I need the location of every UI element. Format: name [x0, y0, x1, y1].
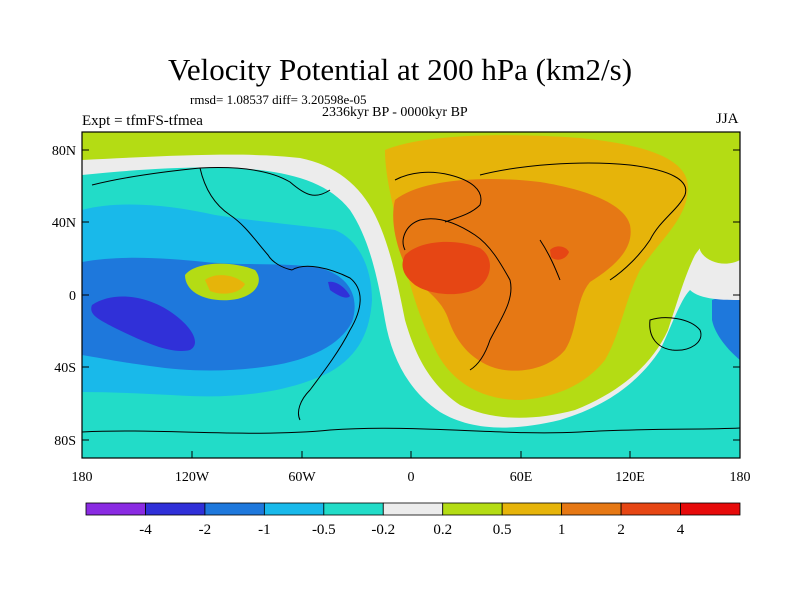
colorbar-label: -2 [199, 522, 212, 538]
colorbar-label: 2 [617, 522, 625, 538]
colorbar-label: 1 [558, 522, 566, 538]
colorbar-label: -0.5 [312, 522, 336, 538]
colorbar-swatch [323, 502, 384, 516]
colorbar-label: -0.2 [371, 522, 395, 538]
colorbar-swatch [501, 502, 563, 516]
coastline-australia [649, 317, 702, 351]
contour-band-redorange-africa [402, 241, 490, 295]
coastlines [82, 162, 740, 434]
contour-band-yelloworange-island [205, 275, 245, 294]
tick-marks [81, 149, 741, 458]
contour-band-darkblue-pacific [91, 296, 195, 351]
colorbar-swatch [561, 502, 622, 516]
y-tick-label: 80N [52, 144, 76, 159]
coastline-europe-africa [394, 171, 512, 371]
colorbar-swatch [263, 502, 325, 516]
colorbar-swatch [680, 502, 741, 516]
experiment-label: Expt = tfmFS-tfmea [82, 113, 203, 129]
coastline-antarctica [82, 427, 740, 434]
contour-field [82, 132, 740, 458]
y-tick-label: 40S [54, 361, 76, 376]
y-tick-label: 80S [54, 434, 76, 449]
colorbar: -4 -2 -1 -0.5 -0.2 0.2 0.5 1 2 4 [85, 502, 741, 538]
y-tick-label: 0 [69, 289, 76, 304]
colorbar-label: 0.5 [493, 522, 512, 538]
colorbar-label: 0.2 [433, 522, 452, 538]
coastline-north-america [91, 167, 331, 271]
colorbar-label: 4 [677, 522, 685, 538]
x-tick-label: 180 [72, 470, 93, 485]
colorbar-swatch [145, 502, 206, 516]
x-tick-label: 120W [175, 470, 210, 485]
period-label: 2336kyr BP - 0000kyr BP [322, 105, 468, 120]
x-tick-label: 180 [730, 470, 751, 485]
x-tick-label: 60W [288, 470, 316, 485]
stats-label: rmsd= 1.08537 diff= 3.20598e-05 [190, 92, 367, 107]
contour-band-blue-east [712, 297, 740, 360]
coastline-asia [479, 162, 687, 281]
contour-band-redorange-india [550, 246, 569, 260]
colorbar-label: -1 [258, 522, 271, 538]
coastline-south-america [291, 265, 361, 421]
colorbar-swatch [85, 502, 146, 516]
colorbar-swatch [204, 502, 265, 516]
season-label: JJA [716, 111, 739, 127]
colorbar-swatch [442, 502, 503, 516]
y-tick-label: 40N [52, 216, 76, 231]
x-tick-label: 120E [615, 470, 645, 485]
x-tick-label: 0 [408, 470, 415, 485]
x-tick-label: 60E [510, 470, 533, 485]
colorbar-swatch [620, 502, 681, 516]
colorbar-label: -4 [139, 522, 152, 538]
colorbar-swatch [382, 502, 444, 516]
map-title: Velocity Potential at 200 hPa (km2/s) [167, 52, 633, 87]
contour-band-yellowgreen-east [700, 205, 740, 264]
contour-band-orange [393, 179, 631, 371]
contour-band-darkblue-samerica [328, 281, 350, 298]
